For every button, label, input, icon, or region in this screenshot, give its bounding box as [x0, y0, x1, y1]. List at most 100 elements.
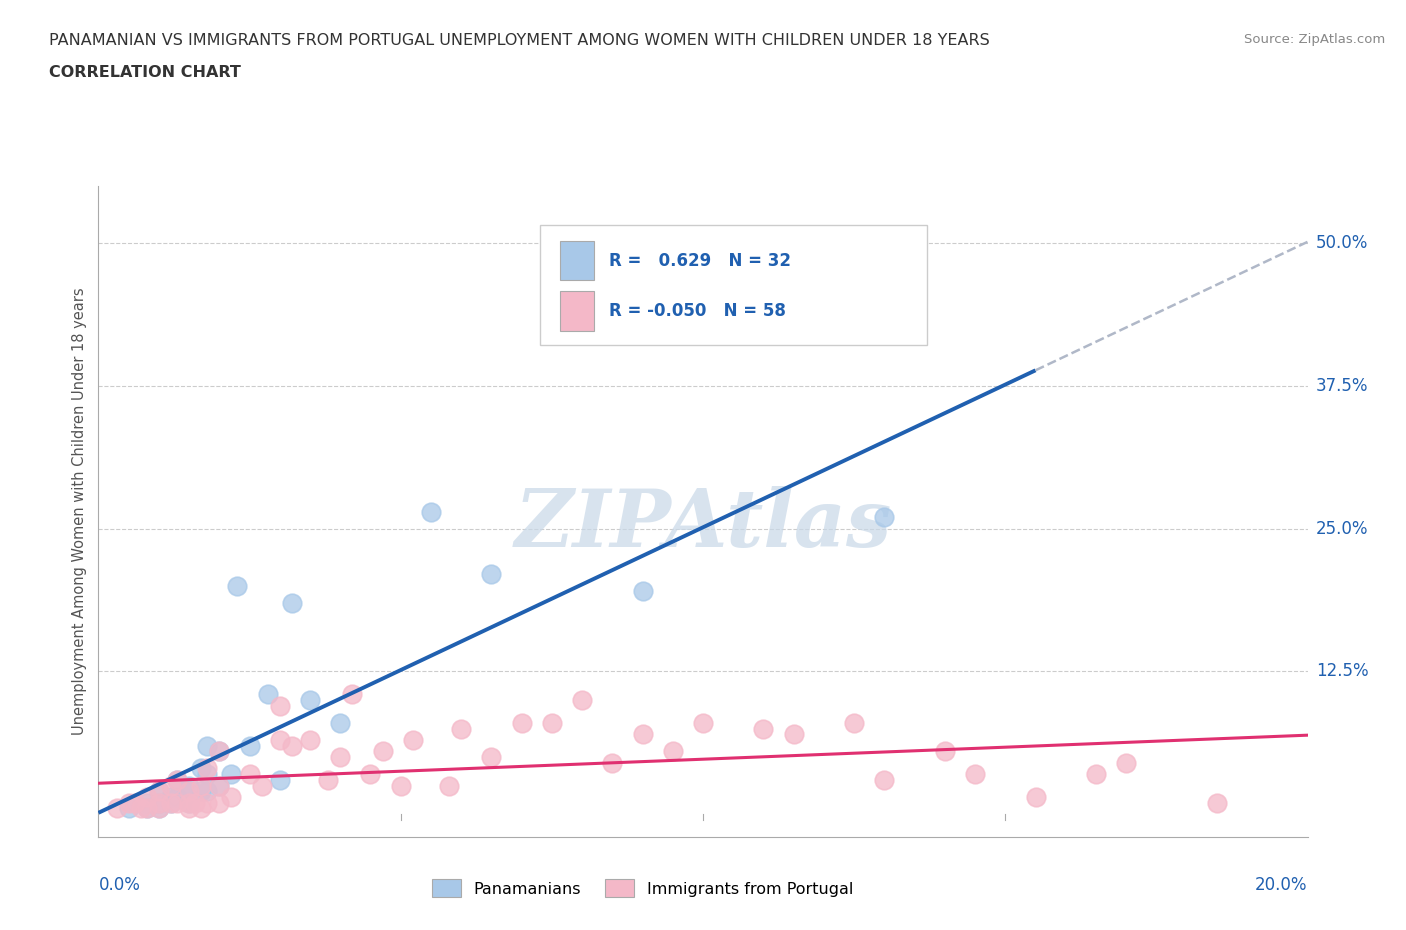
Point — [195, 738, 218, 753]
Text: R =   0.629   N = 32: R = 0.629 N = 32 — [609, 252, 790, 270]
Point — [1206, 795, 1229, 810]
Point — [148, 801, 170, 816]
Point — [1024, 790, 1046, 804]
Point — [105, 801, 128, 816]
Point — [195, 766, 218, 781]
Point — [481, 567, 503, 582]
Point — [190, 801, 212, 816]
Point — [160, 795, 183, 810]
Point — [873, 773, 896, 788]
Point — [1085, 766, 1108, 781]
Text: 12.5%: 12.5% — [1316, 662, 1368, 681]
Point — [965, 766, 987, 781]
Point — [135, 795, 157, 810]
FancyBboxPatch shape — [540, 225, 927, 346]
Point — [299, 693, 322, 708]
Point — [166, 795, 188, 810]
Point — [540, 715, 562, 730]
Point — [281, 595, 304, 610]
Point — [221, 790, 243, 804]
Point — [190, 761, 212, 776]
Point — [250, 778, 273, 793]
Text: R = -0.050   N = 58: R = -0.050 N = 58 — [609, 302, 786, 320]
Point — [190, 778, 212, 793]
Point — [752, 721, 775, 736]
Point — [221, 766, 243, 781]
Point — [148, 801, 170, 816]
Point — [160, 778, 183, 793]
Point — [316, 773, 339, 788]
Text: Source: ZipAtlas.com: Source: ZipAtlas.com — [1244, 33, 1385, 46]
FancyBboxPatch shape — [561, 242, 595, 281]
Point — [269, 733, 291, 748]
Text: 0.0%: 0.0% — [98, 876, 141, 894]
FancyBboxPatch shape — [561, 291, 595, 330]
Point — [177, 778, 201, 793]
Point — [342, 686, 364, 701]
Point — [195, 795, 218, 810]
Point — [1115, 755, 1137, 770]
Point — [160, 795, 183, 810]
Point — [166, 790, 188, 804]
Point — [631, 584, 654, 599]
Text: 37.5%: 37.5% — [1316, 377, 1368, 395]
Point — [239, 738, 262, 753]
Point — [124, 795, 146, 810]
Point — [208, 744, 231, 759]
Point — [256, 686, 278, 701]
Point — [135, 801, 157, 816]
Point — [177, 795, 201, 810]
Point — [135, 801, 157, 816]
Point — [118, 795, 141, 810]
Point — [166, 773, 188, 788]
Point — [148, 784, 170, 799]
Point — [389, 778, 412, 793]
Point — [208, 778, 231, 793]
Y-axis label: Unemployment Among Women with Children Under 18 years: Unemployment Among Women with Children U… — [72, 287, 87, 736]
Point — [631, 726, 654, 741]
Text: PANAMANIAN VS IMMIGRANTS FROM PORTUGAL UNEMPLOYMENT AMONG WOMEN WITH CHILDREN UN: PANAMANIAN VS IMMIGRANTS FROM PORTUGAL U… — [49, 33, 990, 47]
Point — [360, 766, 382, 781]
Point — [177, 784, 201, 799]
Point — [118, 801, 141, 816]
Point — [177, 784, 201, 799]
Point — [195, 761, 218, 776]
Point — [873, 510, 896, 525]
Point — [226, 578, 249, 593]
Point — [571, 693, 593, 708]
Point — [437, 778, 460, 793]
Point — [129, 801, 152, 816]
Text: 20.0%: 20.0% — [1256, 876, 1308, 894]
Point — [481, 750, 503, 764]
Point — [148, 795, 170, 810]
Point — [166, 773, 188, 788]
Point — [269, 698, 291, 713]
Point — [177, 795, 201, 810]
Point — [299, 733, 322, 748]
Point — [148, 784, 170, 799]
Point — [208, 778, 231, 793]
Point — [782, 726, 804, 741]
Point — [934, 744, 956, 759]
Point — [184, 795, 207, 810]
Point — [844, 715, 866, 730]
Point — [510, 715, 533, 730]
Text: CORRELATION CHART: CORRELATION CHART — [49, 65, 240, 80]
Point — [329, 750, 352, 764]
Point — [208, 795, 231, 810]
Point — [208, 744, 231, 759]
Legend: Panamanians, Immigrants from Portugal: Panamanians, Immigrants from Portugal — [426, 872, 859, 904]
Point — [148, 795, 170, 810]
Text: 25.0%: 25.0% — [1316, 520, 1368, 538]
Point — [160, 790, 183, 804]
Text: ZIPAtlas: ZIPAtlas — [515, 485, 891, 564]
Point — [239, 766, 262, 781]
Point — [419, 504, 441, 519]
Point — [190, 784, 212, 799]
Point — [269, 773, 291, 788]
Point — [195, 784, 218, 799]
Point — [281, 738, 304, 753]
Text: 50.0%: 50.0% — [1316, 234, 1368, 252]
Point — [661, 744, 683, 759]
Point — [402, 733, 425, 748]
